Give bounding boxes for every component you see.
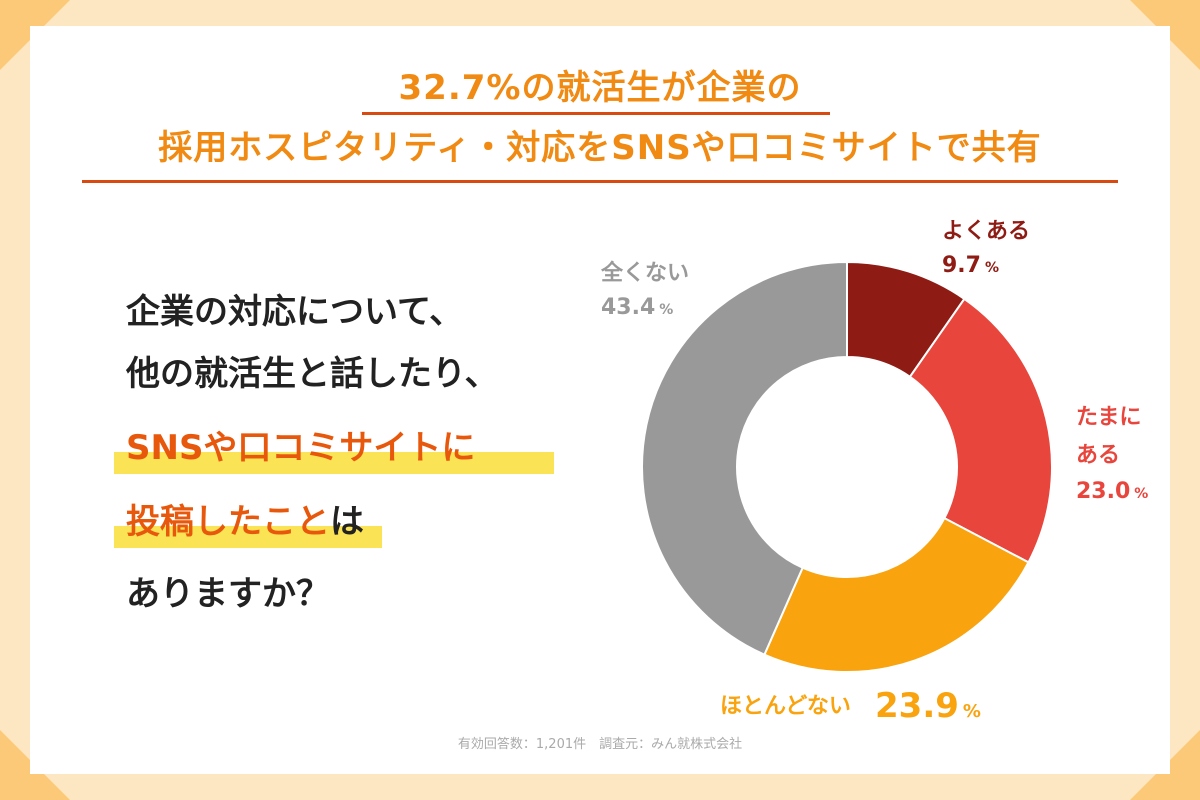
question-line-2: 他の就活生と話したり、 <box>126 354 499 394</box>
question-line-3: SNSや口コミサイトに <box>126 428 476 468</box>
question-line-4-accent: 投稿したこと <box>126 502 330 542</box>
data-label-never: 全くない <box>600 260 689 286</box>
text-highlight <box>114 526 382 548</box>
donut-slice-2 <box>908 297 1053 564</box>
title-line-1: 32.7%の就活生が企業の <box>398 68 802 108</box>
data-value-never: 43.4% <box>601 295 673 320</box>
question-line-4-suffix: は <box>330 502 364 542</box>
footer-source: 有効回答数：1,201件 調査元：みん就株式会社 <box>457 737 743 752</box>
data-label-sometimes: ある <box>1076 443 1120 468</box>
data-value-often: 9.7% <box>942 253 999 278</box>
title-underline <box>362 112 830 115</box>
title-underline <box>82 180 1118 183</box>
data-value-rarely: 23.9% <box>875 686 981 726</box>
data-label-sometimes: たまに <box>1076 405 1141 430</box>
text-highlight <box>114 452 554 474</box>
title-line-2: 採用ホスピタリティ・対応をSNSや口コミサイトで共有 <box>158 128 1042 168</box>
question-line-1: 企業の対応について、 <box>126 292 464 332</box>
data-label-rarely: ほとんどない <box>720 694 851 719</box>
data-label-often: よくある <box>942 219 1030 244</box>
data-value-sometimes: 23.0% <box>1076 479 1148 504</box>
question-line-4: 投稿したことは <box>126 500 364 544</box>
donut-slice-3 <box>763 516 1030 673</box>
question-line-5: ありますか？ <box>126 574 330 614</box>
donut-slice-4 <box>641 260 848 656</box>
